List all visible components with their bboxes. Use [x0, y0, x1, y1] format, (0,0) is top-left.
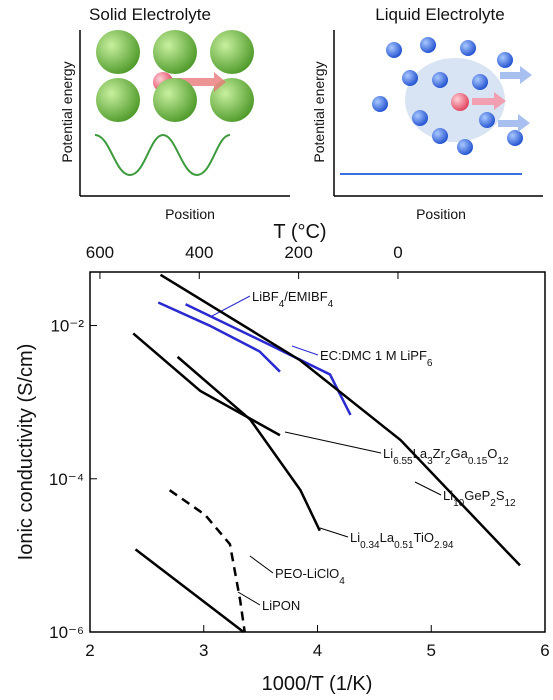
series-label: Li0.34La0.51TiO2.94	[350, 530, 454, 551]
leader-line	[211, 295, 251, 317]
x-tick-label: 4	[313, 641, 322, 660]
panel-title: Solid Electrolyte	[89, 5, 211, 24]
leader-line	[249, 555, 274, 574]
series-label: PEO-LiClO4	[275, 566, 345, 587]
x-tick-label: 3	[199, 641, 208, 660]
x-tick-label: 2	[85, 641, 94, 660]
series-line	[134, 548, 245, 633]
series-label: Li10GeP2S12	[443, 488, 516, 509]
panel-xlabel: Position	[416, 206, 466, 222]
series-line	[176, 355, 321, 532]
series-label: LiBF4/EMIBF4	[252, 289, 334, 310]
series-line	[168, 489, 246, 633]
solid-panel: Solid Electrolyte Potential energy Posit…	[59, 5, 290, 222]
leader-line	[291, 345, 319, 356]
series-line	[159, 273, 521, 567]
x2-tick-label: 400	[185, 243, 213, 262]
leader-line	[237, 591, 261, 606]
panel-ylabel: Potential energy	[59, 61, 75, 162]
x2-tick-label: 200	[284, 243, 312, 262]
x-axis-title: 1000/T (1/K)	[262, 673, 373, 695]
series-label: EC:DMC 1 M LiPF6	[320, 348, 433, 369]
leader-line	[284, 431, 382, 454]
x2-tick-label: 0	[393, 243, 402, 262]
leader-line	[319, 527, 349, 538]
leader-line	[414, 481, 442, 496]
liquid-panel: Liquid Electrolyte Potential energy Posi…	[311, 5, 543, 222]
y-axis-title: Ionic conductivity (S/cm)	[15, 344, 37, 561]
panel-ylabel: Potential energy	[311, 61, 327, 162]
panel-xlabel: Position	[165, 206, 215, 222]
panel-title: Liquid Electrolyte	[375, 5, 504, 24]
y-tick-label: 10⁻⁶	[49, 623, 84, 642]
x-tick-label: 6	[540, 641, 549, 660]
x-tick-label: 5	[427, 641, 436, 660]
solvation	[372, 37, 532, 155]
series-line	[157, 301, 281, 373]
series-label: Li6.55La3Zr2Ga0.15O12	[383, 446, 509, 467]
series-label: LiPON	[262, 598, 300, 613]
series-line	[132, 332, 281, 437]
x2-tick-label: 600	[86, 243, 114, 262]
y-tick-label: 10⁻⁴	[49, 470, 84, 489]
x2-axis-title: T (°C)	[273, 221, 326, 243]
chart: T (°C) 1000/T (1/K) Ionic conductivity (…	[15, 221, 550, 695]
energy-wave	[94, 133, 231, 177]
y-tick-label: 10⁻²	[50, 317, 84, 336]
lattice	[96, 30, 254, 122]
